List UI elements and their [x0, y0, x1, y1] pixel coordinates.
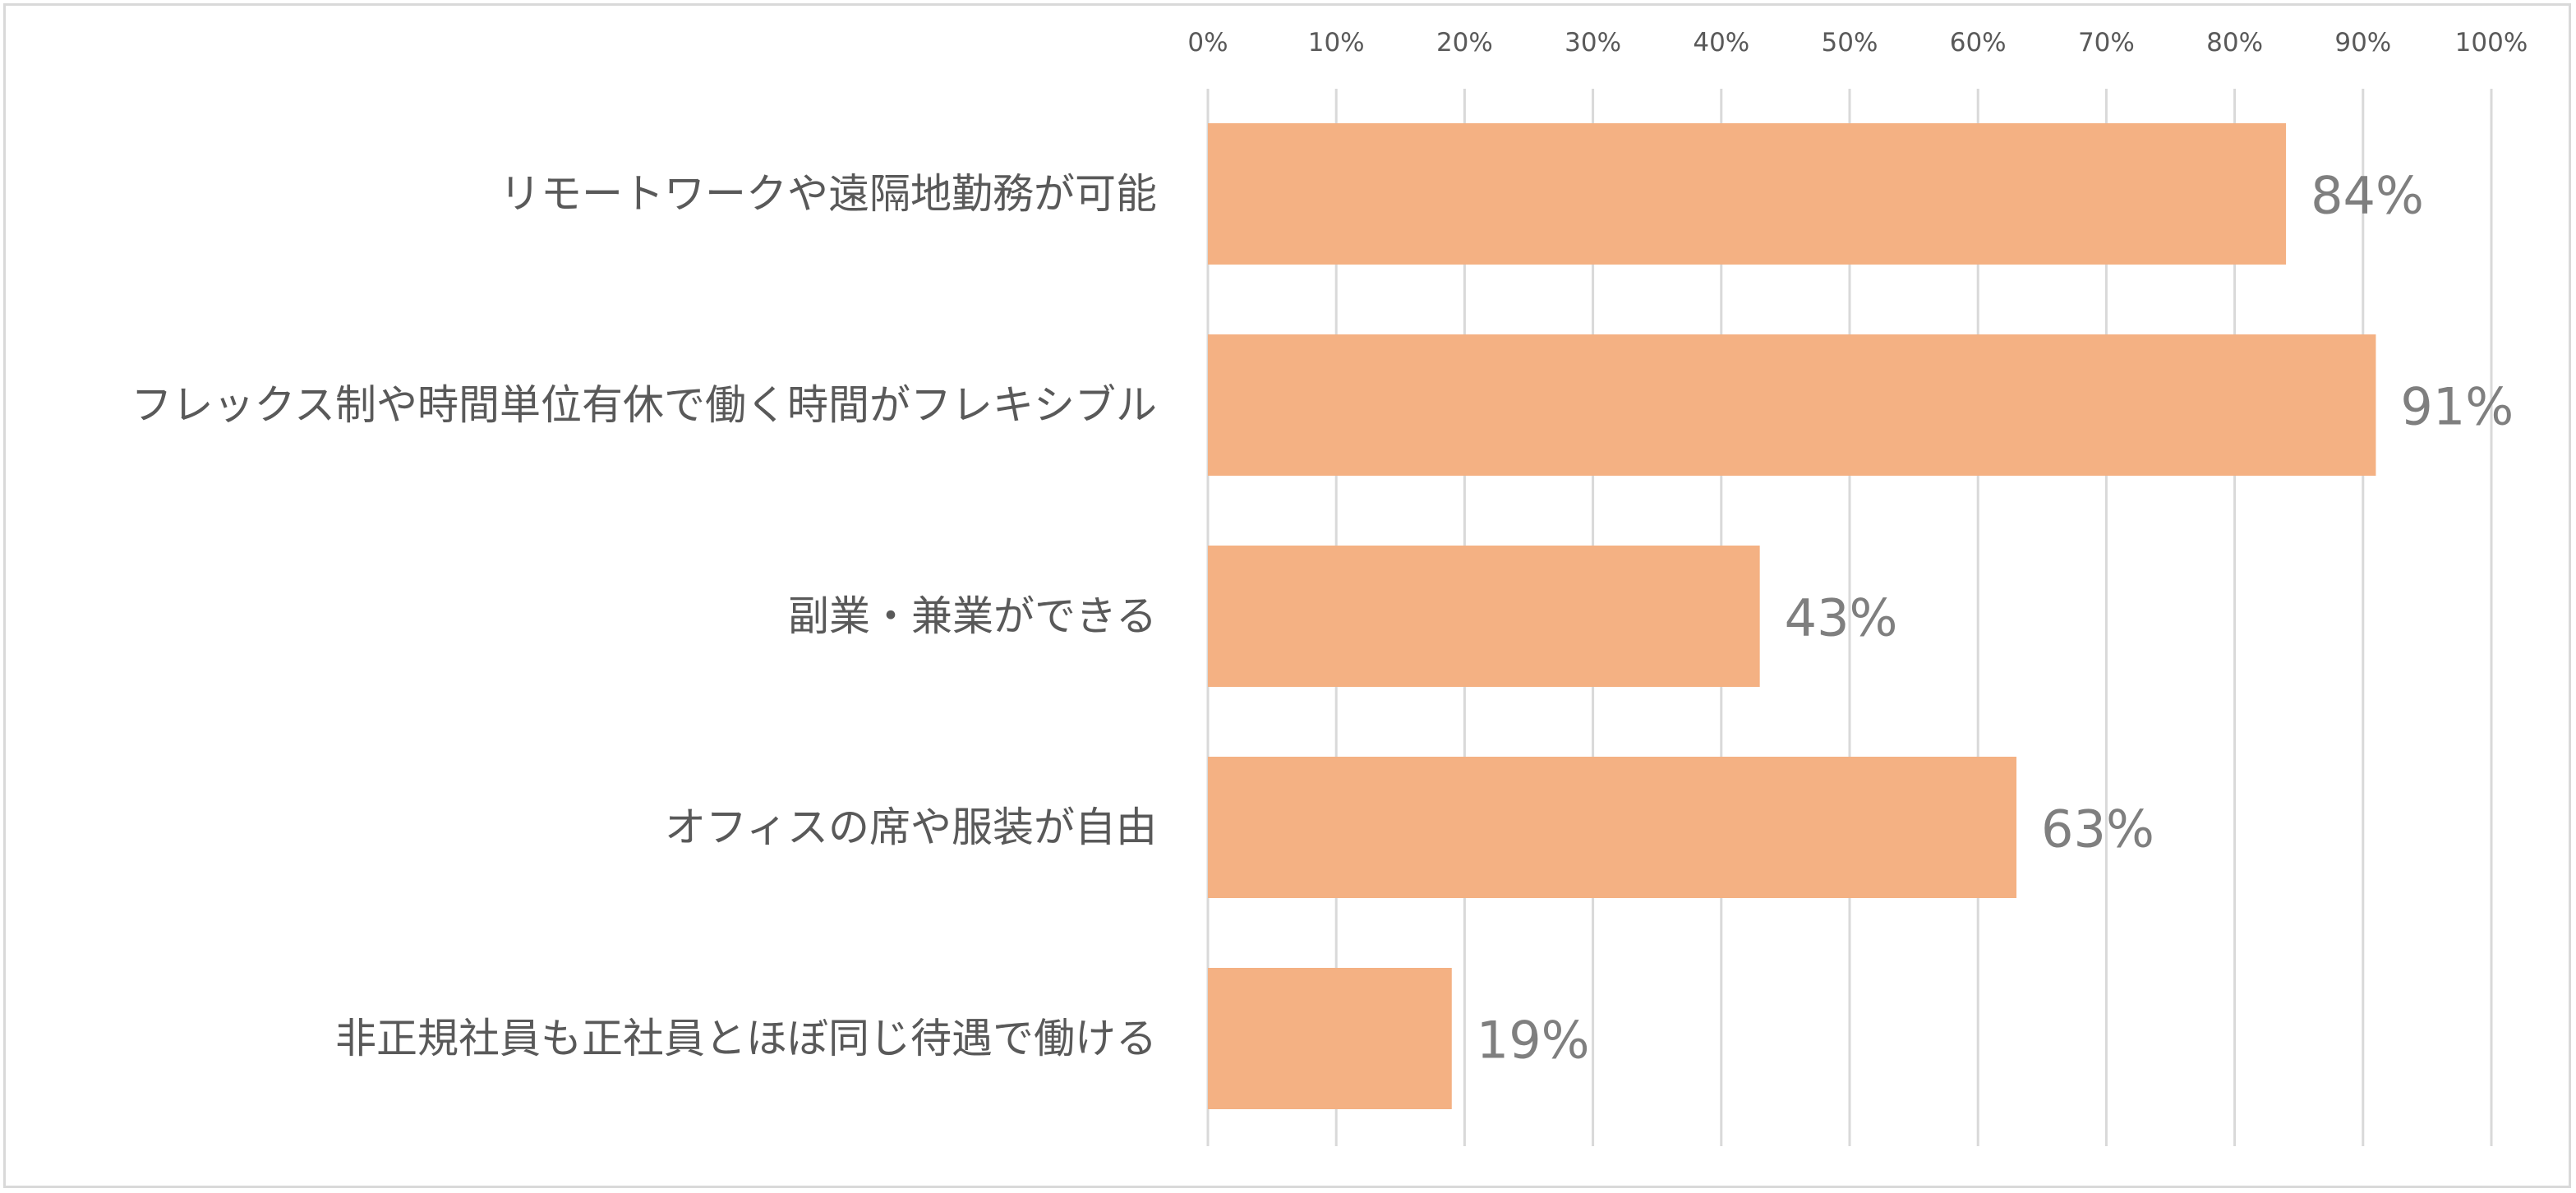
x-axis-ticks: 0% 10% 20% 30% 40% 50% 60% 70% 80% 90% 100%: [1187, 28, 2528, 58]
x-tick-label: 100%: [2455, 28, 2528, 58]
x-tick-label: 70%: [2078, 28, 2135, 58]
category-label: リモートワークや遠隔地勤務が可能: [500, 170, 1157, 218]
x-tick-label: 0%: [1187, 28, 1228, 58]
x-tick-label: 60%: [1950, 28, 2007, 58]
data-label: 91%: [2400, 377, 2514, 437]
data-label: 63%: [2041, 799, 2154, 859]
x-tick-label: 20%: [1436, 28, 1493, 58]
bar: [1208, 968, 1452, 1109]
x-tick-label: 10%: [1308, 28, 1365, 58]
x-tick-label: 30%: [1564, 28, 1621, 58]
x-tick-label: 40%: [1693, 28, 1749, 58]
bar: [1208, 334, 2376, 476]
x-tick-label: 50%: [1822, 28, 1878, 58]
bar: [1208, 123, 2287, 265]
data-labels: 84% 91% 43% 63% 19%: [1477, 166, 2514, 1071]
x-tick-label: 90%: [2334, 28, 2391, 58]
bars: [1208, 123, 2376, 1109]
category-labels: リモートワークや遠隔地勤務が可能フレックス制や時間単位有休で働く時間がフレキシブ…: [131, 170, 1158, 1062]
bar: [1208, 757, 2017, 898]
category-label: フレックス制や時間単位有休で働く時間がフレキシブル: [131, 381, 1158, 429]
category-label: 非正規社員も正社員とほぼ同じ待遇で働ける: [335, 1015, 1157, 1062]
data-label: 19%: [1477, 1011, 1590, 1071]
category-label: 副業・兼業ができる: [788, 592, 1157, 640]
x-tick-label: 80%: [2206, 28, 2263, 58]
data-label: 43%: [1785, 588, 1898, 648]
category-label: オフィスの席や服装が自由: [665, 804, 1157, 851]
bar: [1208, 546, 1760, 687]
data-label: 84%: [2311, 166, 2424, 226]
